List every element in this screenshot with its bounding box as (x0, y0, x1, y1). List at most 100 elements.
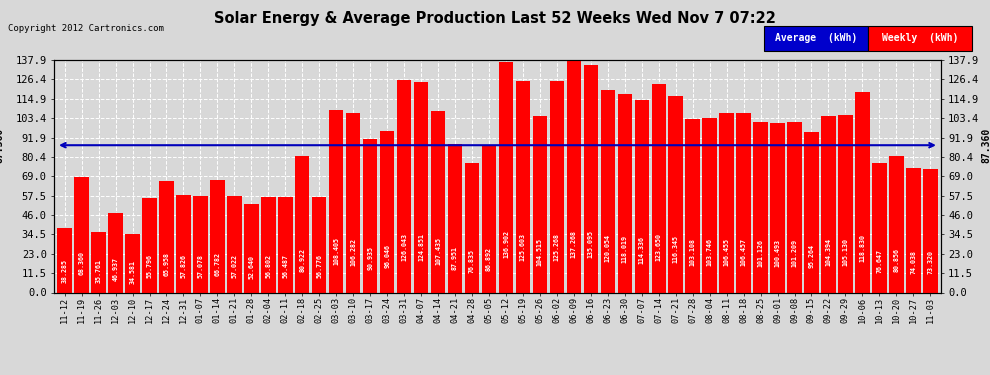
Text: 101.126: 101.126 (757, 239, 763, 267)
Text: 46.937: 46.937 (113, 256, 119, 280)
Bar (295, 156, 310, 292)
Bar (839, 115, 852, 292)
Text: 116.345: 116.345 (672, 235, 679, 263)
Text: 125.603: 125.603 (520, 233, 526, 261)
Text: 95.264: 95.264 (809, 244, 815, 268)
Text: 123.650: 123.650 (655, 233, 661, 261)
Text: 135.095: 135.095 (588, 230, 594, 258)
Text: 68.360: 68.360 (78, 251, 84, 275)
Text: 87.360: 87.360 (981, 128, 990, 163)
Text: 120.054: 120.054 (605, 234, 611, 262)
Text: 65.958: 65.958 (163, 252, 169, 276)
Bar (447, 144, 462, 292)
Bar (737, 113, 750, 292)
Bar (227, 196, 242, 292)
Bar (312, 197, 327, 292)
Text: 56.487: 56.487 (282, 254, 288, 278)
Text: 73.320: 73.320 (928, 250, 934, 274)
Text: 87.951: 87.951 (452, 246, 458, 270)
Bar (126, 234, 140, 292)
Text: Average  (kWh): Average (kWh) (775, 33, 857, 44)
Bar (618, 93, 632, 292)
Bar (720, 113, 734, 292)
Bar (414, 82, 429, 292)
Bar (855, 92, 869, 292)
Bar (822, 117, 836, 292)
Bar (431, 111, 446, 292)
Text: 56.802: 56.802 (265, 254, 271, 278)
Bar (74, 177, 89, 292)
Text: 103.746: 103.746 (707, 238, 713, 266)
Bar (651, 84, 666, 292)
Bar (397, 80, 411, 292)
Bar (143, 198, 156, 292)
Text: Weekly  (kWh): Weekly (kWh) (882, 33, 958, 44)
Text: 106.282: 106.282 (350, 238, 356, 266)
Text: 104.394: 104.394 (826, 238, 832, 266)
Bar (584, 65, 598, 292)
Bar (516, 81, 531, 292)
Bar (57, 228, 72, 292)
Text: 105.130: 105.130 (842, 238, 848, 266)
Text: 35.761: 35.761 (96, 260, 102, 284)
Text: 107.435: 107.435 (435, 237, 442, 266)
Bar (193, 196, 208, 292)
Text: 96.046: 96.046 (384, 244, 390, 268)
Text: 56.776: 56.776 (316, 254, 323, 278)
Bar (703, 118, 717, 292)
Bar (278, 197, 292, 292)
Text: 106.457: 106.457 (741, 238, 746, 266)
Text: 108.405: 108.405 (334, 237, 340, 265)
Text: 74.038: 74.038 (911, 250, 917, 274)
Text: 137.268: 137.268 (571, 230, 577, 258)
Bar (804, 132, 819, 292)
Bar (770, 123, 785, 292)
Text: 100.493: 100.493 (774, 239, 780, 267)
Text: 104.515: 104.515 (537, 238, 543, 266)
Bar (533, 116, 547, 292)
Text: 57.826: 57.826 (180, 254, 186, 278)
Bar (787, 122, 802, 292)
Bar (685, 118, 700, 292)
Bar (549, 81, 564, 292)
Text: 106.455: 106.455 (724, 238, 730, 266)
Text: 52.640: 52.640 (248, 255, 254, 279)
Bar (329, 110, 344, 292)
Text: 80.856: 80.856 (893, 248, 899, 272)
Bar (635, 100, 649, 292)
Bar (753, 122, 768, 292)
Bar (499, 62, 513, 292)
Text: 57.022: 57.022 (232, 254, 238, 278)
Bar (108, 213, 123, 292)
Text: 86.892: 86.892 (486, 246, 492, 270)
Bar (872, 163, 887, 292)
Text: 76.647: 76.647 (876, 249, 882, 273)
Text: 101.209: 101.209 (792, 239, 798, 267)
Bar (176, 195, 191, 292)
Text: 114.336: 114.336 (639, 236, 644, 264)
Bar (464, 163, 479, 292)
Bar (380, 130, 394, 292)
Text: 136.902: 136.902 (503, 230, 509, 258)
Text: Copyright 2012 Cartronics.com: Copyright 2012 Cartronics.com (8, 24, 163, 33)
Text: Solar Energy & Average Production Last 52 Weeks Wed Nov 7 07:22: Solar Energy & Average Production Last 5… (214, 11, 776, 26)
Bar (245, 204, 258, 292)
Bar (261, 197, 275, 292)
Text: 38.285: 38.285 (61, 259, 67, 283)
Text: 57.078: 57.078 (197, 254, 203, 278)
Bar (91, 232, 106, 292)
Bar (906, 168, 921, 292)
Bar (482, 146, 496, 292)
Bar (363, 139, 377, 292)
Text: 34.581: 34.581 (130, 260, 136, 284)
Text: 125.268: 125.268 (553, 233, 560, 261)
Text: 76.835: 76.835 (469, 249, 475, 273)
Bar (566, 61, 581, 292)
Text: 66.782: 66.782 (215, 252, 221, 276)
Text: 118.830: 118.830 (859, 234, 865, 262)
Text: 87.360: 87.360 (0, 128, 5, 163)
Text: 103.108: 103.108 (690, 238, 696, 266)
Bar (346, 113, 360, 292)
Bar (159, 181, 173, 292)
Bar (889, 156, 904, 292)
